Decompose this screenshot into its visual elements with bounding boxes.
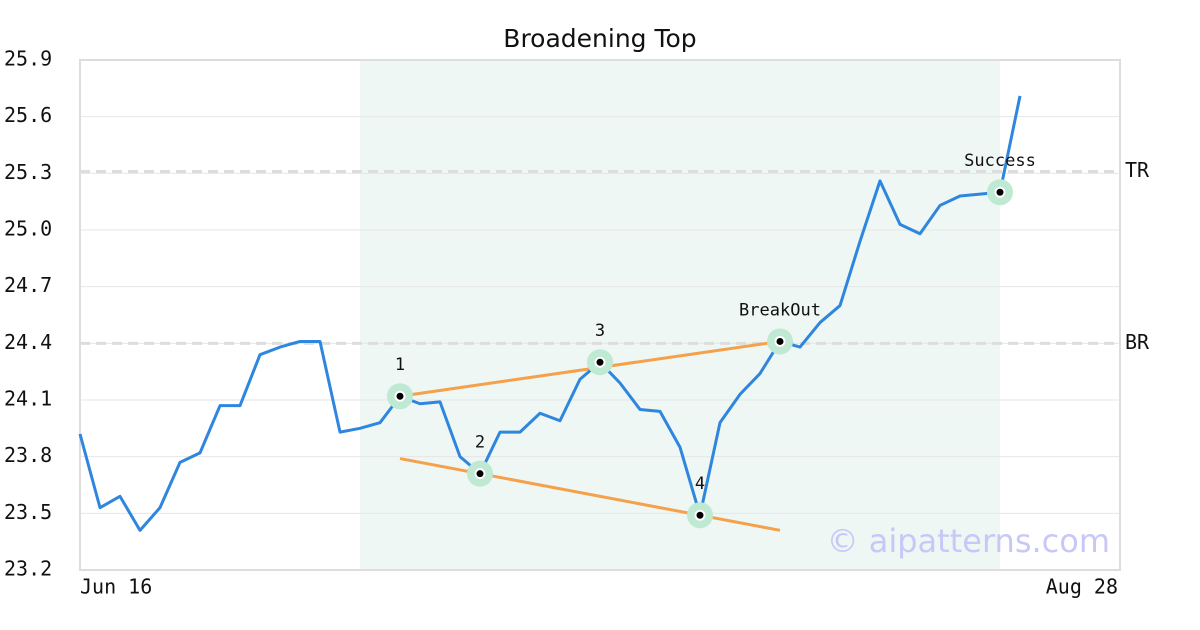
point-label: 3 bbox=[595, 321, 605, 341]
y-tick-label: 25.9 bbox=[4, 47, 52, 71]
y-tick-label: 25.6 bbox=[4, 103, 52, 127]
y-tick-label: 25.3 bbox=[4, 160, 52, 184]
plot-frame bbox=[79, 59, 1121, 571]
level-label: TR bbox=[1125, 158, 1150, 182]
point-label: 1 bbox=[395, 355, 405, 375]
point-label: 4 bbox=[695, 474, 705, 494]
pattern-region bbox=[360, 60, 1000, 570]
price-line bbox=[78, 95, 1022, 532]
point-dot bbox=[994, 186, 1006, 198]
x-tick-label: Aug 28 bbox=[1046, 575, 1118, 599]
point-label: 2 bbox=[475, 433, 485, 453]
point-dot bbox=[474, 468, 486, 480]
trend-line bbox=[399, 457, 781, 532]
chart-title: Broadening Top bbox=[503, 24, 696, 53]
level-label: BR bbox=[1125, 330, 1150, 354]
point-dot bbox=[774, 335, 786, 347]
y-tick-label: 24.4 bbox=[4, 330, 52, 354]
point-dot bbox=[394, 390, 406, 402]
y-tick-label: 25.0 bbox=[4, 217, 52, 241]
y-tick-label: 23.2 bbox=[4, 557, 52, 581]
point-dot bbox=[694, 509, 706, 521]
point-dot bbox=[594, 356, 606, 368]
watermark: © aipatterns.com bbox=[827, 522, 1110, 560]
y-tick-label: 23.8 bbox=[4, 443, 52, 467]
point-label: BreakOut bbox=[739, 300, 821, 320]
y-tick-label: 23.5 bbox=[4, 500, 52, 524]
x-tick-label: Jun 16 bbox=[80, 575, 152, 599]
point-label: Success bbox=[964, 151, 1036, 171]
y-tick-label: 24.7 bbox=[4, 273, 52, 297]
y-tick-label: 24.1 bbox=[4, 387, 52, 411]
